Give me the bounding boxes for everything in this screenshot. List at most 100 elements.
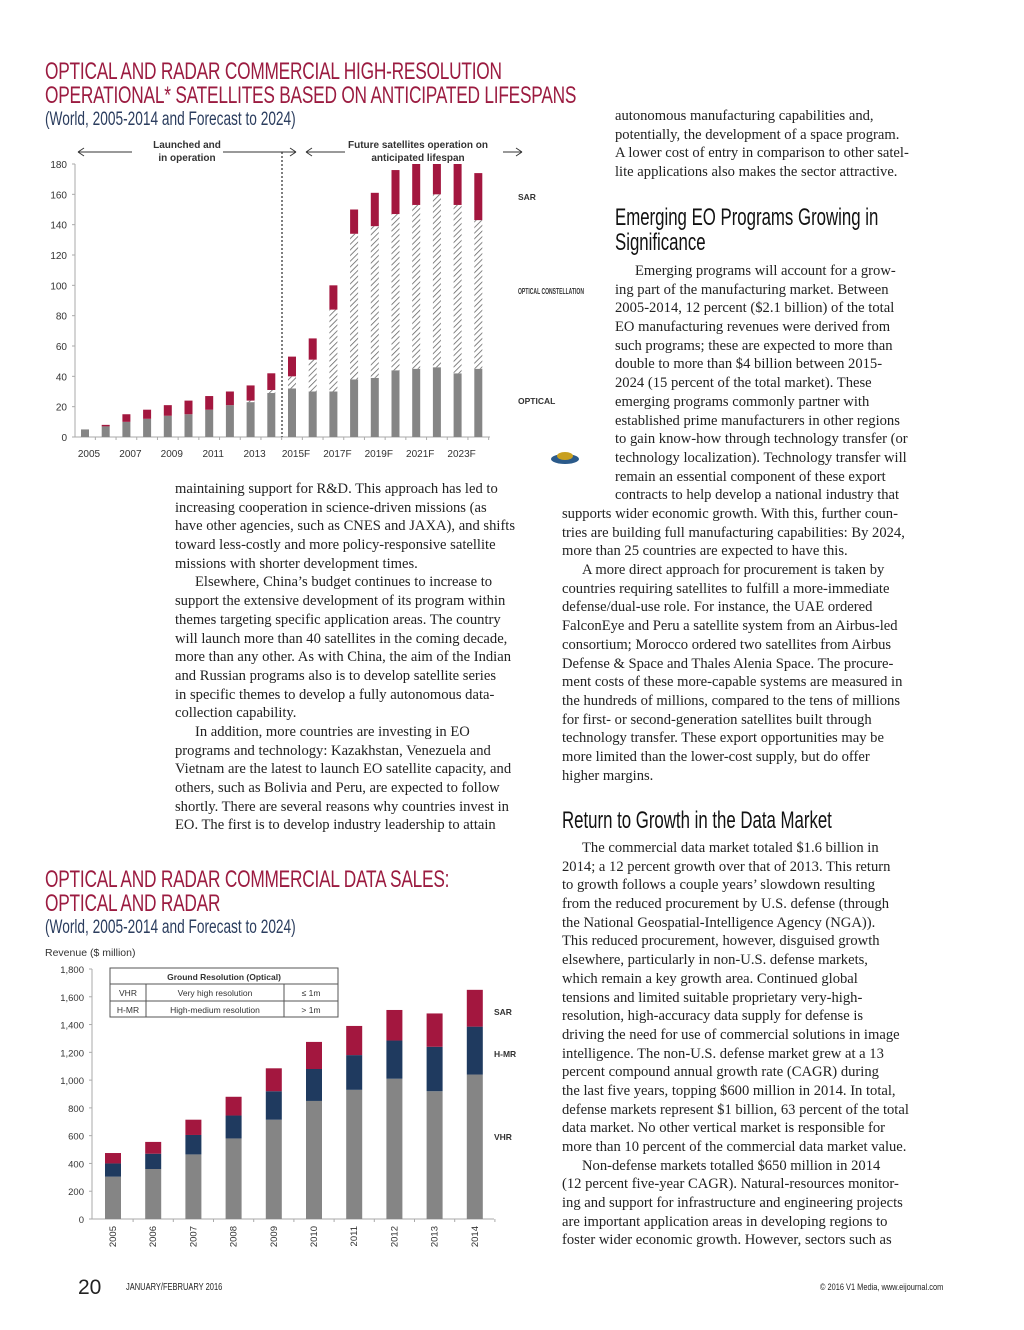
text-line: Emerging programs will account for a gro… <box>635 263 896 279</box>
bar-segment-sar <box>370 192 379 227</box>
table-cell: ≤ 1m <box>302 988 321 998</box>
bar-segment-vhr <box>306 1100 322 1219</box>
bar-segment-vhr <box>466 1074 483 1219</box>
bar-segment-optical <box>350 379 359 437</box>
table-cell: H-MR <box>117 1005 139 1015</box>
x-tick-label: 2005 <box>108 1226 119 1247</box>
bar-segment-sar <box>225 391 234 406</box>
bar-segment-sar <box>308 338 317 360</box>
text-line: which remain a key growth area. Continue… <box>562 970 858 987</box>
y-tick-label: 80 <box>56 312 68 323</box>
text-line: elsewhere, particularly in non-U.S. defe… <box>562 952 868 969</box>
text-line: the hundreds of millions, compared to th… <box>562 692 901 709</box>
section-heading-line: Significance <box>615 229 706 256</box>
chart1-title-line: OPTICAL AND RADAR COMMERCIAL HIGH-RESOLU… <box>45 58 502 85</box>
page-number: 20 <box>78 1276 102 1299</box>
text-line: and Russian programs also is to develop … <box>175 667 496 684</box>
arrow-left-head <box>77 147 85 157</box>
bar-segment-h-mr <box>225 1115 242 1139</box>
table-cell: VHR <box>119 988 137 998</box>
table-cell: Very high resolution <box>178 988 253 998</box>
text-line: the last five years, topping $600 millio… <box>562 1082 896 1099</box>
x-tick-label: 2010 <box>309 1226 320 1247</box>
satellites-chart: 0 20 40 60 80 100 120 140 160 180 2005 2007 2009 2011… <box>50 140 584 464</box>
bar-segment-sar <box>432 164 441 195</box>
text-line: (12 percent five-year CAGR). Natural-res… <box>562 1176 899 1193</box>
text-line: defense markets represent $1 billion, 63… <box>562 1101 909 1118</box>
text-line: Non-defense markets totalled $650 millio… <box>582 1157 881 1174</box>
text-line: such programs; these are expected to mor… <box>615 337 893 354</box>
text-line: will launch more than 40 satellites in t… <box>175 630 508 647</box>
bar-segment-optical-constellation <box>288 376 296 389</box>
text-line: programs and technology: Kazakhstan, Ven… <box>175 742 491 759</box>
x-tick-label: 2012 <box>389 1226 400 1247</box>
bar-segment-vhr <box>105 1176 121 1219</box>
text-line: for first- or second-generation satellit… <box>562 711 872 728</box>
y-tick-label: 0 <box>79 1215 84 1226</box>
text-line: others, such as Bolivia and Peru, are ex… <box>175 780 500 796</box>
text-line: Vietnam are the latest to launch EO sate… <box>175 761 512 778</box>
text-line: the National Geospatial-Intelligence Age… <box>562 914 876 931</box>
bar-segment-sar <box>185 1119 202 1135</box>
bar-segment-sar <box>143 409 152 419</box>
y-tick-label: 180 <box>50 160 67 171</box>
bar-segment-sar <box>412 164 421 205</box>
bar-segment-optical <box>308 391 317 437</box>
left-column-text: maintaining support for R&D. This approa… <box>175 480 515 835</box>
text-line: ment costs of these more-capable systems… <box>562 674 903 691</box>
bar-segment-optical-constellation <box>308 359 317 392</box>
bar-segment-sar <box>205 396 214 410</box>
bar-segment-h-mr <box>105 1163 121 1177</box>
bar-segment-sar <box>122 414 131 422</box>
text-line: FalconEye and Peru a satellite system fr… <box>562 618 898 635</box>
x-tick-label: 2007 <box>188 1226 199 1247</box>
text-line: driving the need for use of commercial s… <box>562 1026 900 1043</box>
text-line: technology transfer. These export opport… <box>562 730 884 747</box>
annotation-launched: in operation <box>158 153 215 164</box>
text-line: have other agencies, such as CNES and JA… <box>175 518 516 535</box>
x-tick-label: 2023F <box>447 449 475 460</box>
bar-segment-sar <box>225 1096 242 1116</box>
text-line: 2024 (15 percent of the total market). T… <box>615 375 872 392</box>
legend-hmr: H-MR <box>494 1049 516 1059</box>
text-line: defense/dual-use role. For instance, the… <box>562 599 873 616</box>
bar-segment-h-mr <box>265 1091 282 1120</box>
bar-segment-optical <box>205 409 214 437</box>
text-line: tries are building full manufacturing ca… <box>562 524 905 541</box>
y-tick-label: 600 <box>68 1132 84 1143</box>
bar-segment-optical <box>391 370 400 437</box>
text-line: consortium; Morocco ordered two satellit… <box>562 636 892 653</box>
bar-segment-optical <box>474 368 483 437</box>
bar-segment-sar <box>453 164 462 205</box>
text-line: shortly. There are several reasons why c… <box>175 798 509 815</box>
chart1-subtitle: (World, 2005-2014 and Forecast to 2024) <box>45 109 296 130</box>
y-tick-label: 20 <box>56 403 68 414</box>
resolution-table <box>109 967 339 1018</box>
y-tick-label: 1,400 <box>60 1021 84 1032</box>
text-line: increasing cooperation in science-driven… <box>175 499 487 516</box>
y-tick-label: 120 <box>50 251 67 262</box>
legend-vhr: VHR <box>494 1132 512 1142</box>
y-tick-label: 140 <box>50 221 67 232</box>
bar-segment-optical-constellation <box>370 226 379 378</box>
bar-segment-h-mr <box>466 1026 483 1075</box>
text-line: double to more than $4 billion between 2… <box>615 356 883 373</box>
chart1-title: OPTICAL AND RADAR COMMERCIAL HIGH-RESOLU… <box>45 60 783 108</box>
text-line: remain an essential component of these e… <box>615 468 886 485</box>
bar-segment-sar <box>474 173 483 221</box>
text-line: to gain know-how through technology tran… <box>615 431 908 448</box>
text-line: Elsewhere, China’s budget continues to i… <box>195 574 493 591</box>
legend-optical: OPTICAL <box>518 396 555 406</box>
text-line: The commercial data market totaled $1.6 … <box>582 840 879 856</box>
bar-segment-sar <box>346 1025 363 1056</box>
text-line: intelligence. The non-U.S. defense marke… <box>562 1045 884 1062</box>
chart2-title-line: OPTICAL AND RADAR COMMERCIAL DATA SALES: <box>45 866 450 893</box>
text-line: more than any other. As with China, the … <box>175 649 511 666</box>
text-line: are important application areas in devel… <box>562 1213 888 1230</box>
bar-segment-optical <box>370 377 379 437</box>
bar-segment-optical <box>453 373 462 437</box>
y-tick-label: 1,200 <box>60 1048 84 1059</box>
arrow-left-head <box>305 147 313 157</box>
text-line: countries requiring satellites to fulfil… <box>562 580 890 597</box>
text-line: potentially, the development of a space … <box>615 126 900 143</box>
